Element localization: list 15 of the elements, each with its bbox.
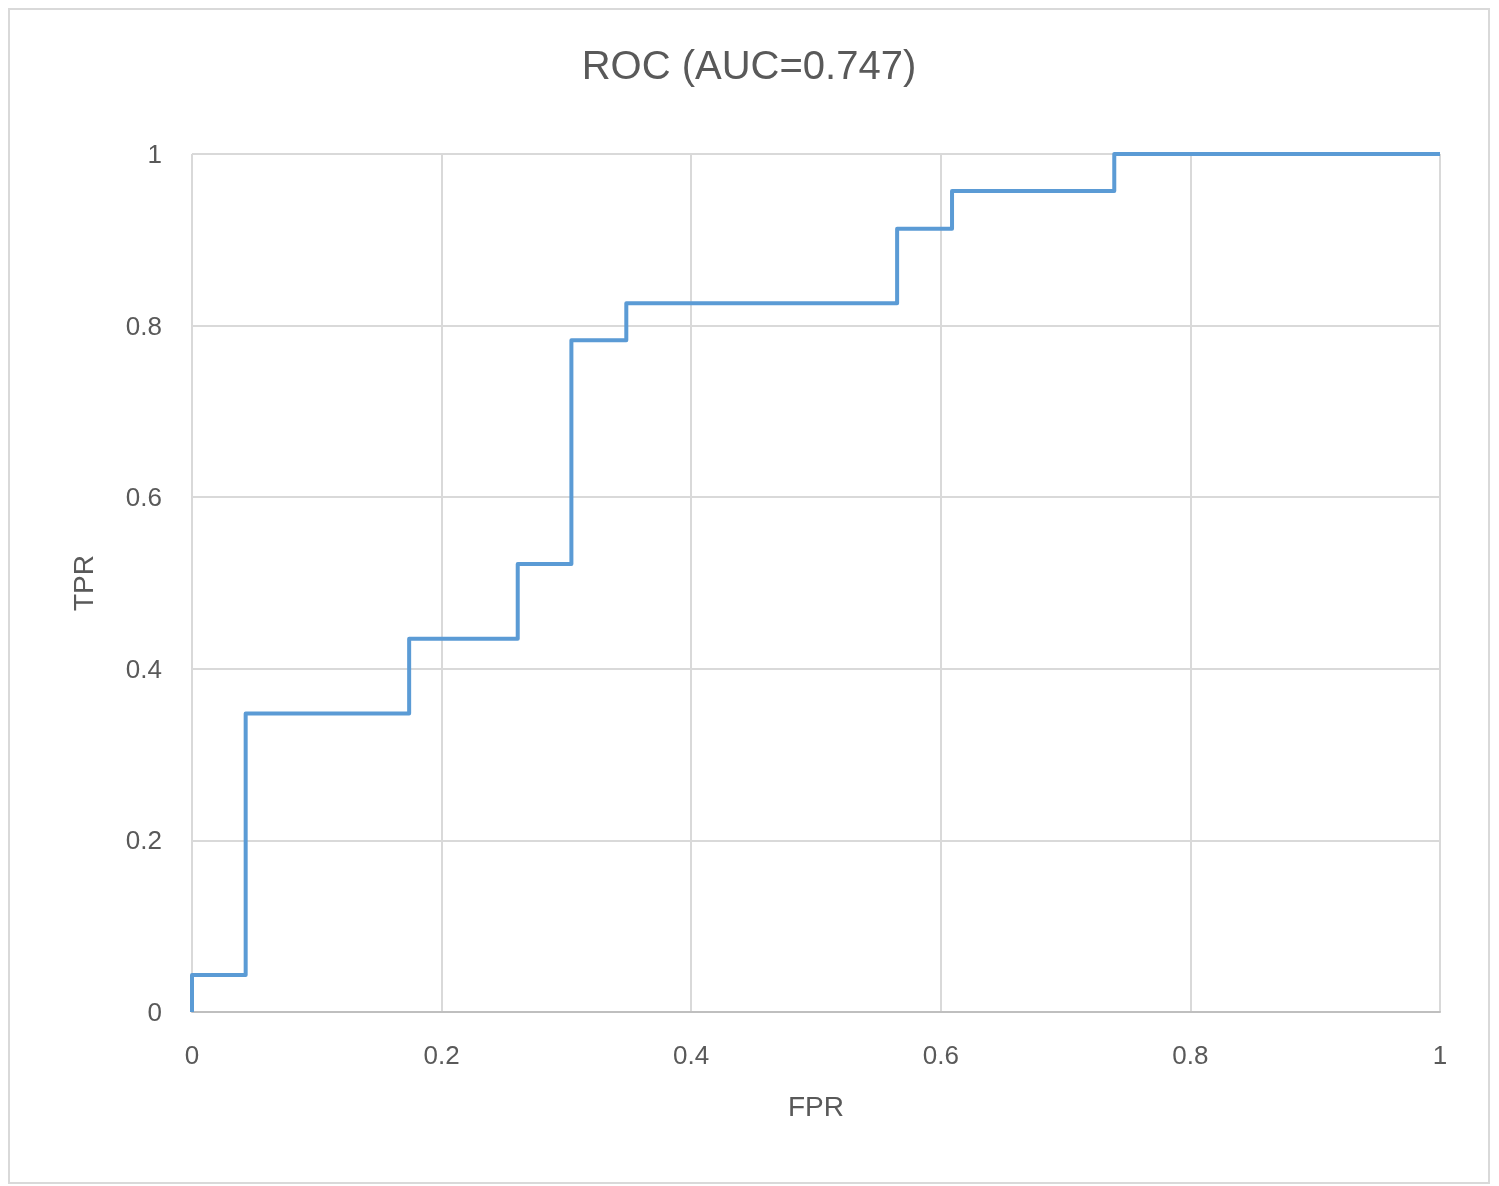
y-tick-label: 1 <box>147 139 162 169</box>
x-tick-label: 0.2 <box>423 1040 460 1070</box>
y-tick-label: 0.6 <box>125 482 162 513</box>
y-tick-label: 0.2 <box>125 825 162 856</box>
x-tick-label: 0.4 <box>673 1040 710 1070</box>
y-tick-label: 0.4 <box>125 653 162 684</box>
x-tick-label: 0.8 <box>1172 1040 1209 1070</box>
y-tick-label: 0 <box>147 997 162 1027</box>
y-tick-label: 0.8 <box>125 310 162 341</box>
x-axis-title: FPR <box>788 1090 844 1122</box>
x-tick-label: 1 <box>1432 1040 1448 1070</box>
chart-title: ROC (AUC=0.747) <box>581 43 917 87</box>
x-tick-label: 0.6 <box>922 1040 959 1070</box>
x-tick-label: 0 <box>184 1040 200 1070</box>
y-axis-title: TPR <box>67 555 99 611</box>
